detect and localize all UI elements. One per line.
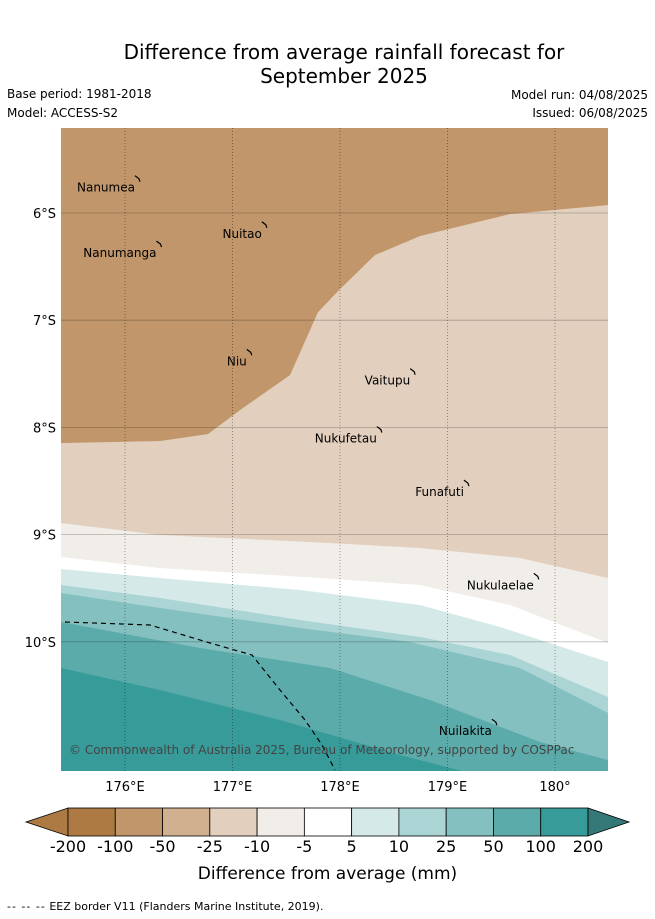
base-period: Base period: 1981-2018 xyxy=(7,87,152,101)
lat-label-4: 10°S xyxy=(25,636,56,651)
colorbar xyxy=(24,807,631,837)
colorbar-tick-3: -25 xyxy=(196,837,223,856)
colorbar-tick-2: -50 xyxy=(149,837,176,856)
eez-border xyxy=(64,621,336,771)
rainfall-map: Nanumea Nuitao Nanumanga Niu Vaitupu Nukufeta… xyxy=(24,128,631,837)
island-label-1: Nuitao xyxy=(222,227,261,241)
island-shape-7 xyxy=(533,572,540,580)
rainfall-anomaly-fill xyxy=(61,128,608,771)
colorbar-segment-2 xyxy=(162,807,211,837)
band-below-neg100 xyxy=(61,128,608,443)
island-label-3: Niu xyxy=(227,354,247,368)
colorbar-segment-0 xyxy=(67,807,116,837)
lat-label-0: 6°S xyxy=(33,207,56,222)
issued-date: Issued: 06/08/2025 xyxy=(532,106,648,120)
colorbar-tick-0: -200 xyxy=(49,837,87,856)
island-label-5: Nukufetau xyxy=(315,432,377,446)
colorbar-segment-7 xyxy=(398,807,447,837)
island-label-4: Vaitupu xyxy=(365,374,411,388)
colorbar-title: Difference from average (mm) xyxy=(197,864,458,884)
colorbar-segment-5 xyxy=(303,807,353,837)
colorbar-segment-10 xyxy=(540,807,589,837)
lon-label-4: 180° xyxy=(539,780,570,795)
island-shape-5 xyxy=(376,426,383,433)
gridlines xyxy=(61,128,608,771)
island-shape-0 xyxy=(134,175,141,182)
colorbar-segment-1 xyxy=(114,807,163,837)
lon-label-1: 177°E xyxy=(213,780,253,795)
colorbar-tick-7: 10 xyxy=(388,837,410,856)
axis-labels: 6°S 7°S 8°S 9°S 10°S 176°E 177°E 178°E 179°E 180° xyxy=(25,207,571,795)
island-label-0: Nanumea xyxy=(77,181,135,195)
colorbar-segment-6 xyxy=(351,807,400,837)
colorbar-segment-9 xyxy=(493,807,542,837)
colorbar-tick-11: 200 xyxy=(572,837,604,856)
footnote-text: EEZ border V11 (Flanders Marine Institut… xyxy=(49,900,324,913)
colorbar-segment-4 xyxy=(256,807,305,837)
colorbar-tick-8: 25 xyxy=(435,837,457,856)
island-shape-3 xyxy=(246,348,253,356)
copyright-notice: © Commonwealth of Australia 2025, Bureau… xyxy=(69,743,574,757)
lat-label-3: 9°S xyxy=(33,529,56,544)
island-shape-2 xyxy=(156,240,163,248)
island-shape-6 xyxy=(463,479,470,487)
title-line-2: September 2025 xyxy=(260,64,428,88)
footnote: -- -- -- EEZ border V11 (Flanders Marine… xyxy=(7,900,323,913)
chart-title: Difference from average rainfall forecas… xyxy=(0,40,655,88)
lon-label-0: 176°E xyxy=(105,780,145,795)
island-group: Nanumea Nuitao Nanumanga Niu Vaitupu Nukufeta… xyxy=(77,175,540,738)
colorbar-tick-10: 100 xyxy=(525,837,556,856)
colorbar-tick-9: 50 xyxy=(483,837,504,856)
island-label-6: Funafuti xyxy=(415,485,464,499)
colorbar-segment-8 xyxy=(445,807,494,837)
colorbar-tick-4: -10 xyxy=(244,837,271,856)
colorbar-extend-low xyxy=(24,807,69,837)
island-label-7: Nukulaelae xyxy=(467,578,534,592)
lon-label-3: 179°E xyxy=(428,780,468,795)
island-shape-4 xyxy=(409,368,416,375)
colorbar-tick-6: 5 xyxy=(346,837,357,856)
lat-label-2: 8°S xyxy=(33,421,56,436)
colorbar-tick-5: -5 xyxy=(296,837,313,856)
island-shape-8 xyxy=(491,718,498,726)
eez-legend-swatch: -- -- -- xyxy=(7,900,46,913)
lat-label-1: 7°S xyxy=(33,314,56,329)
model-run: Model run: 04/08/2025 xyxy=(510,88,648,102)
island-label-2: Nanumanga xyxy=(83,246,156,260)
title-line-1: Difference from average rainfall forecas… xyxy=(123,40,565,64)
colorbar-segment-3 xyxy=(209,807,258,837)
model-name: Model: ACCESS-S2 xyxy=(7,106,119,120)
lon-label-2: 178°E xyxy=(320,780,360,795)
colorbar-extend-high xyxy=(587,807,631,837)
island-label-8: Nuilakita xyxy=(439,724,492,738)
colorbar-tick-1: -100 xyxy=(97,837,134,856)
island-shape-1 xyxy=(261,221,268,228)
